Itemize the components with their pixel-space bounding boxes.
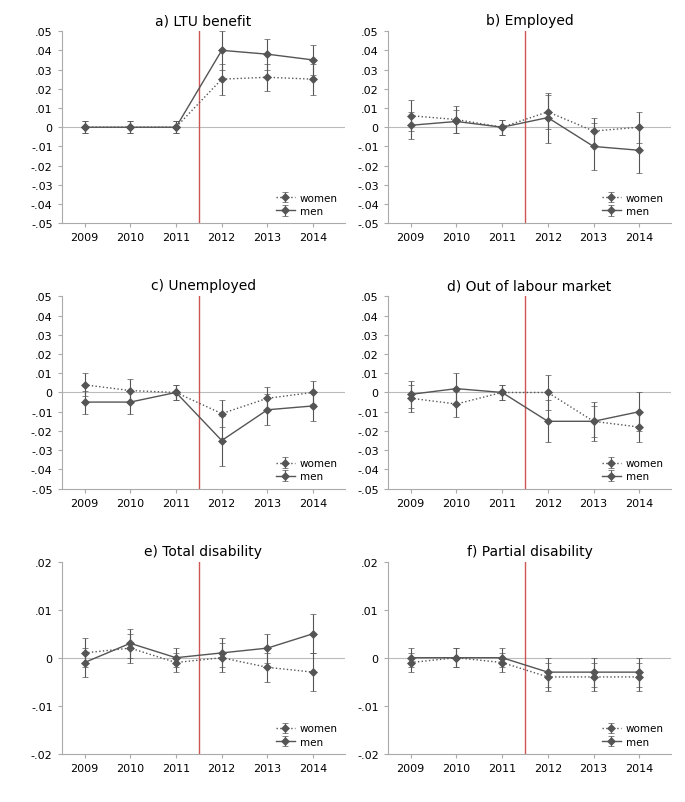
Title: b) Employed: b) Employed [486, 14, 573, 28]
Legend: women, men: women, men [600, 456, 666, 484]
Title: d) Out of labour market: d) Out of labour market [447, 279, 612, 293]
Title: e) Total disability: e) Total disability [145, 544, 262, 558]
Legend: women, men: women, men [274, 192, 340, 219]
Title: f) Partial disability: f) Partial disability [466, 544, 593, 558]
Title: a) LTU benefit: a) LTU benefit [155, 14, 251, 28]
Legend: women, men: women, men [274, 456, 340, 484]
Legend: women, men: women, men [274, 722, 340, 749]
Title: c) Unemployed: c) Unemployed [151, 279, 256, 293]
Legend: women, men: women, men [600, 192, 666, 219]
Legend: women, men: women, men [600, 722, 666, 749]
